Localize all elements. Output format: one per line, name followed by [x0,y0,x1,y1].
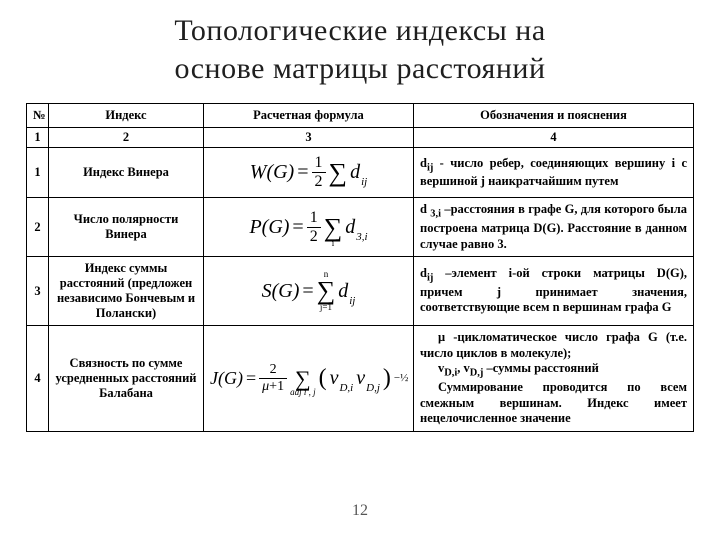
row-num: 2 [27,198,49,257]
row-formula: S(G)= n ∑ j=1 dij [204,257,414,326]
table-row: 4 Связность по сумме усредненных расстоя… [27,326,694,432]
title-line-1: Топологические индексы на [174,14,545,47]
col-header-num: № [27,104,49,128]
row-index-name: Число полярности Винера [49,198,204,257]
table-row: 3 Индекс суммы расстояний (предложен нез… [27,257,694,326]
row-num: 4 [27,326,49,432]
row-index-name: Индекс Винера [49,148,204,198]
title-line-2: основе матрицы расстояний [174,52,545,85]
row-description: dij - число ребер, соединяющих вершину i… [414,148,694,198]
subhead-3: 3 [204,128,414,148]
row-description: μ -цикломатическое число графа G (т.е. ч… [414,326,694,432]
table-row: 1 Индекс Винера W(G)= 12 ∑ dij dij - чис… [27,148,694,198]
indices-table: № Индекс Расчетная формула Обозначения и… [26,103,694,432]
subhead-1: 1 [27,128,49,148]
row-description: dij –элемент i-ой строки матрицы D(G), п… [414,257,694,326]
subhead-4: 4 [414,128,694,148]
row-description: d 3,i –расстояния в графе G, для которог… [414,198,694,257]
row-num: 3 [27,257,49,326]
row-formula: J(G)= 2μ+1 ∑ adj i , j ( vD,i vD,j )−½ [204,326,414,432]
row-index-name: Индекс суммы расстояний (предложен незав… [49,257,204,326]
col-header-formula: Расчетная формула [204,104,414,128]
table-header-row: № Индекс Расчетная формула Обозначения и… [27,104,694,128]
table-row: 2 Число полярности Винера P(G)= 12 ∑ i d… [27,198,694,257]
row-index-name: Связность по сумме усредненных расстояни… [49,326,204,432]
row-formula: W(G)= 12 ∑ dij [204,148,414,198]
col-header-desc: Обозначения и пояснения [414,104,694,128]
table-subheader-row: 1 2 3 4 [27,128,694,148]
col-header-index: Индекс [49,104,204,128]
subhead-2: 2 [49,128,204,148]
page-title: Топологические индексы на основе матрицы… [26,12,694,87]
row-num: 1 [27,148,49,198]
page-number: 12 [352,502,368,520]
row-formula: P(G)= 12 ∑ i d3,i [204,198,414,257]
